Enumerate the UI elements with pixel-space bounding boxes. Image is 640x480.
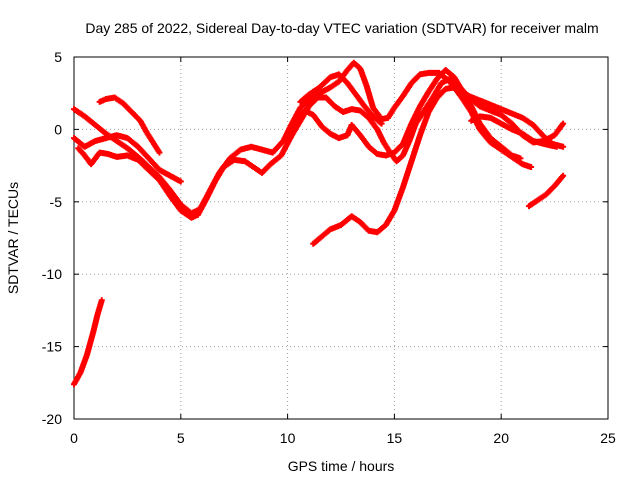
y-tick-label: 5 xyxy=(54,49,62,65)
data-point xyxy=(156,149,163,156)
series-track-4 xyxy=(96,94,163,156)
x-tick-label: 20 xyxy=(493,430,509,446)
data-point xyxy=(560,120,567,127)
x-axis-label: GPS time / hours xyxy=(288,458,395,474)
data-point xyxy=(560,143,567,150)
series-track-5 xyxy=(75,75,567,221)
data-point xyxy=(528,164,535,171)
series-track-1 xyxy=(71,297,105,388)
series-track-9 xyxy=(468,113,560,150)
data-point xyxy=(378,120,385,127)
data-points xyxy=(71,59,567,388)
data-point xyxy=(98,297,105,304)
y-tick-label: 0 xyxy=(54,121,62,137)
y-tick-label: -5 xyxy=(50,194,63,210)
data-point xyxy=(560,172,567,179)
x-tick-label: 15 xyxy=(387,430,403,446)
x-tick-label: 0 xyxy=(70,430,78,446)
series-track-10 xyxy=(525,172,567,210)
series-track-7 xyxy=(310,84,535,247)
x-tick-label: 10 xyxy=(280,430,296,446)
y-tick-label: -10 xyxy=(42,266,62,282)
y-axis: -20 -15 -10 -5 0 5 xyxy=(42,49,608,427)
x-tick-label: 25 xyxy=(600,430,616,446)
series-track-8 xyxy=(297,71,385,127)
x-axis: 0 5 10 15 20 25 xyxy=(70,57,616,446)
series-track-3 xyxy=(71,132,184,185)
chart-title: Day 285 of 2022, Sidereal Day-to-day VTE… xyxy=(85,20,598,36)
data-point xyxy=(177,178,184,185)
x-tick-label: 5 xyxy=(177,430,185,446)
y-tick-label: -20 xyxy=(42,411,62,427)
y-tick-label: -15 xyxy=(42,339,62,355)
plot-frame xyxy=(73,56,609,420)
data-point xyxy=(553,143,560,150)
y-axis-label: SDTVAR / TECUs xyxy=(5,182,21,294)
